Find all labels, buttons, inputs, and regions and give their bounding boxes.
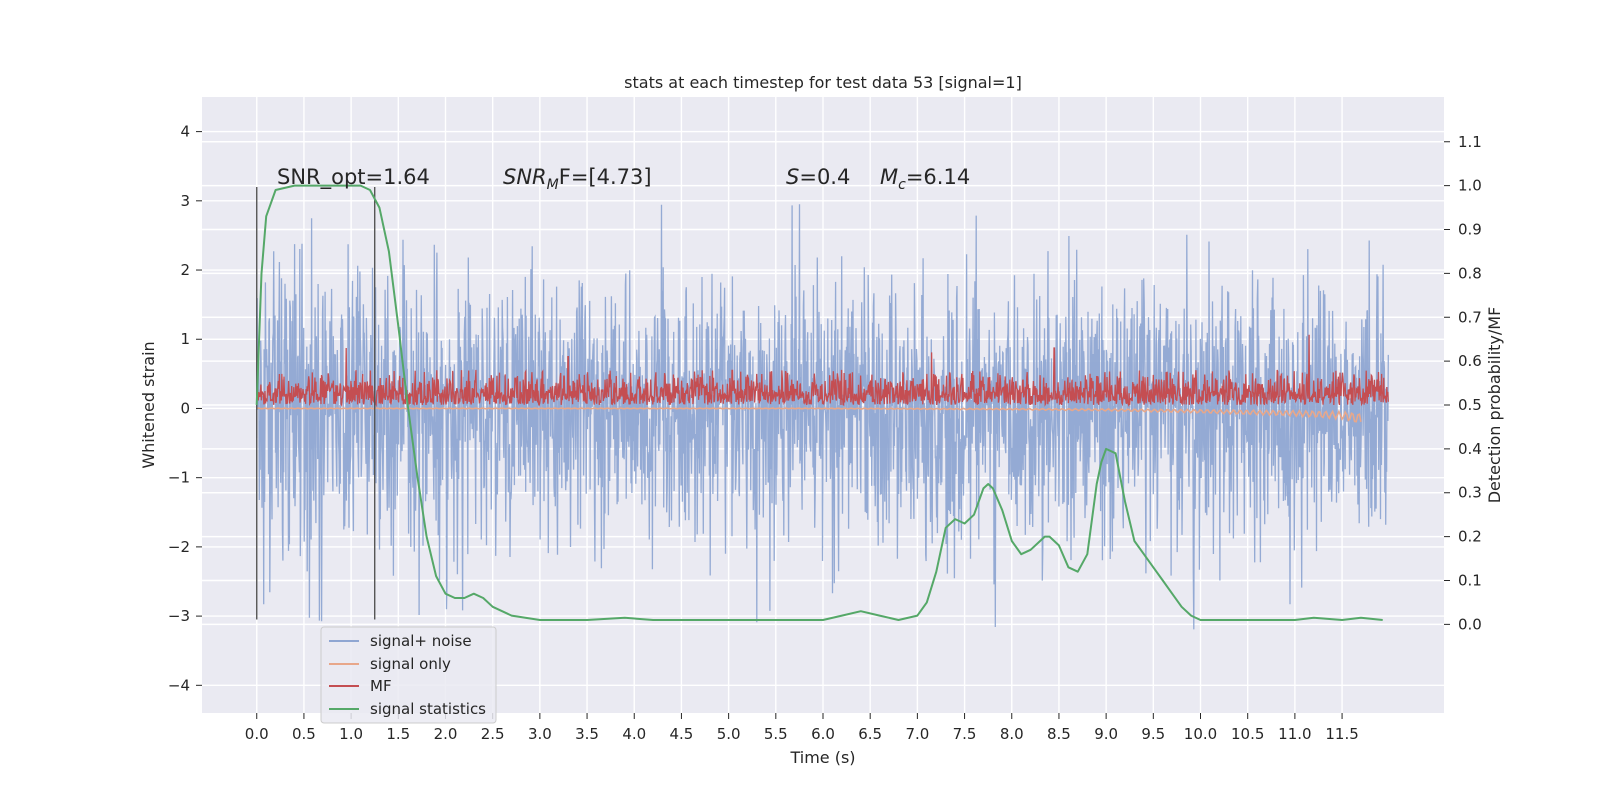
x-tick-label-20: 10.0 [1184, 725, 1217, 743]
right-y-axis-label: Detection probability/MF [1485, 307, 1504, 504]
signal-statistics-line [255, 184, 1383, 621]
signal-only-series [256, 407, 1362, 423]
x-tick-label-16: 8.0 [1000, 725, 1024, 743]
left-y-axis-label: Whitened strain [139, 341, 158, 468]
x-tick-label-14: 7.0 [905, 725, 929, 743]
snr-opt-annotation: SNR_opt=1.64 [277, 165, 430, 190]
mc-label: M [880, 165, 898, 189]
signal-noise-series [256, 204, 1389, 630]
right-y-tick-label-7: 0.4 [1458, 440, 1482, 458]
x-tick-label-0: 0.0 [245, 725, 269, 743]
mf-line [256, 334, 1389, 408]
left-y-tick-label-7: −3 [168, 607, 190, 625]
snr-mf-prefix: SNR [503, 165, 547, 189]
right-y-tick-label-1: 1.0 [1458, 177, 1482, 195]
signal-only-line [256, 407, 1362, 423]
s-value: =0.4 [799, 165, 850, 189]
legend-label-signal-statistics: signal statistics [370, 700, 486, 718]
left-y-tick-label-3: 1 [180, 330, 190, 348]
x-tick-label-19: 9.5 [1141, 725, 1165, 743]
legend: signal+ noise signal only MF signal stat… [320, 626, 497, 724]
signal-noise-line [256, 204, 1389, 630]
left-y-tick-label-2: 2 [180, 261, 190, 279]
left-y-tick-label-5: −1 [168, 469, 190, 487]
x-tick-label-23: 11.5 [1325, 725, 1358, 743]
left-y-tick-label-4: 0 [180, 399, 190, 417]
right-y-tick-label-0: 1.1 [1458, 133, 1482, 151]
mf-series [256, 334, 1389, 408]
right-y-tick-label-3: 0.8 [1458, 264, 1482, 282]
x-tick-label-4: 2.0 [434, 725, 458, 743]
x-tick-label-11: 5.5 [764, 725, 788, 743]
x-tick-label-10: 5.0 [717, 725, 741, 743]
right-y-tick-labels: 1.1 1.0 0.9 0.8 0.7 0.6 0.5 0.4 0.3 0.2 0.1 0.0 [1444, 133, 1482, 633]
legend-box [320, 626, 497, 724]
x-tick-label-12: 6.0 [811, 725, 835, 743]
x-tick-label-3: 1.5 [386, 725, 410, 743]
mc-value: =6.14 [906, 165, 970, 189]
right-y-tick-label-5: 0.6 [1458, 352, 1482, 370]
legend-label-signal-noise: signal+ noise [370, 632, 472, 650]
right-y-tick-label-9: 0.2 [1458, 528, 1482, 546]
right-y-tick-label-10: 0.1 [1458, 571, 1482, 589]
x-tick-label-9: 4.5 [670, 725, 694, 743]
left-y-tick-label-6: −2 [168, 538, 190, 556]
legend-label-mf: MF [370, 677, 392, 695]
x-tick-label-13: 6.5 [858, 725, 882, 743]
signal-statistics-series [255, 184, 1383, 621]
left-y-tick-label-0: 4 [180, 123, 190, 141]
chart-title: stats at each timestep for test data 53 … [624, 73, 1022, 92]
left-y-tick-labels: 4 3 2 1 0 −1 −2 −3 −4 [168, 123, 202, 694]
x-axis-label: Time (s) [789, 748, 855, 767]
s-label: S [786, 165, 799, 189]
x-tick-label-21: 10.5 [1231, 725, 1264, 743]
snr-mf-annotation: SNRMF=[4.73] [503, 165, 652, 193]
x-tick-label-15: 7.5 [953, 725, 977, 743]
right-y-tick-label-11: 0.0 [1458, 615, 1482, 633]
right-y-tick-label-4: 0.7 [1458, 308, 1482, 326]
mc-subscript: c [898, 177, 906, 193]
x-tick-label-1: 0.5 [292, 725, 316, 743]
x-tick-label-2: 1.0 [339, 725, 363, 743]
left-y-tick-label-8: −4 [168, 676, 190, 694]
snr-mf-value: F=[4.73] [559, 165, 652, 189]
snr-mf-subscript: M [547, 177, 559, 193]
right-y-tick-label-8: 0.3 [1458, 484, 1482, 502]
right-y-tick-label-2: 0.9 [1458, 221, 1482, 239]
x-tick-label-6: 3.0 [528, 725, 552, 743]
x-tick-label-22: 11.0 [1278, 725, 1311, 743]
x-tick-label-17: 8.5 [1047, 725, 1071, 743]
x-tick-label-18: 9.0 [1094, 725, 1118, 743]
right-y-tick-label-6: 0.5 [1458, 396, 1482, 414]
x-tick-label-5: 2.5 [481, 725, 505, 743]
left-y-tick-label-1: 3 [180, 192, 190, 210]
s-annotation: S=0.4 [786, 165, 850, 189]
legend-label-signal-only: signal only [370, 655, 451, 673]
x-tick-label-8: 4.0 [622, 725, 646, 743]
x-tick-label-7: 3.5 [575, 725, 599, 743]
mc-annotation: Mc=6.14 [880, 165, 970, 193]
x-tick-labels: 0.0 0.5 1.0 1.5 2.0 2.5 3.0 3.5 4.0 4.5 5.0 5.5 6.0 6… [245, 713, 1359, 743]
